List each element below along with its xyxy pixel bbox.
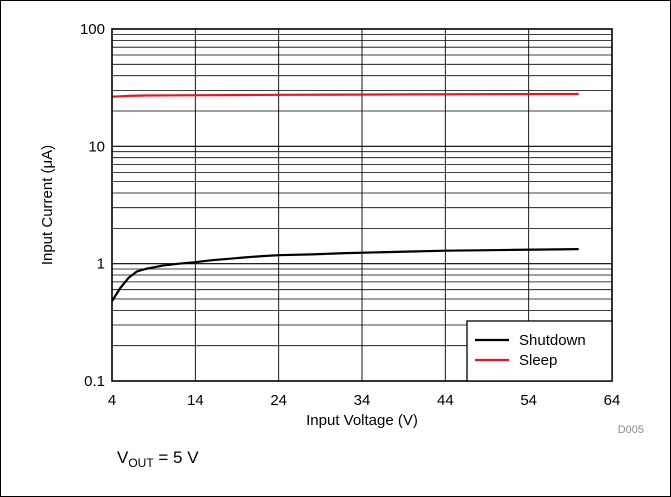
vout-annotation: VOUT = 5 V [117, 448, 199, 470]
y-tick-label: 100 [80, 21, 105, 38]
series-layer [111, 92, 579, 302]
legend-box [466, 320, 613, 382]
x-tick-label: 44 [437, 392, 454, 409]
x-tick-label: 64 [604, 392, 621, 409]
y-tick-label: 1 [97, 256, 105, 273]
x-tick-label: 54 [520, 392, 537, 409]
x-tick-label: 34 [354, 392, 371, 409]
legend-label-sleep: Sleep [519, 352, 557, 369]
legend-label-shutdown: Shutdown [519, 332, 586, 349]
x-tick-label: 14 [187, 392, 204, 409]
x-tick-label: 4 [108, 392, 116, 409]
vout-annotation-sub: OUT [128, 456, 154, 470]
y-axis-title: Input Current (μA) [39, 145, 56, 265]
y-tick-label: 10 [88, 138, 105, 155]
plot-border [111, 28, 613, 382]
x-axis-title: Input Voltage (V) [306, 412, 418, 429]
series-line-sleep [111, 92, 579, 98]
legend: Shutdown Sleep [466, 320, 613, 382]
vout-annotation-tail: = 5 V [154, 448, 200, 467]
x-tick-label: 24 [270, 392, 287, 409]
figure-id: D005 [618, 424, 644, 436]
y-tick-label: 0.1 [84, 373, 105, 390]
vout-annotation-v: V [117, 448, 129, 467]
tick-layer: 4 14 24 34 44 54 64 0.1 1 10 100 [80, 21, 620, 409]
series-line-shutdown [111, 248, 579, 302]
